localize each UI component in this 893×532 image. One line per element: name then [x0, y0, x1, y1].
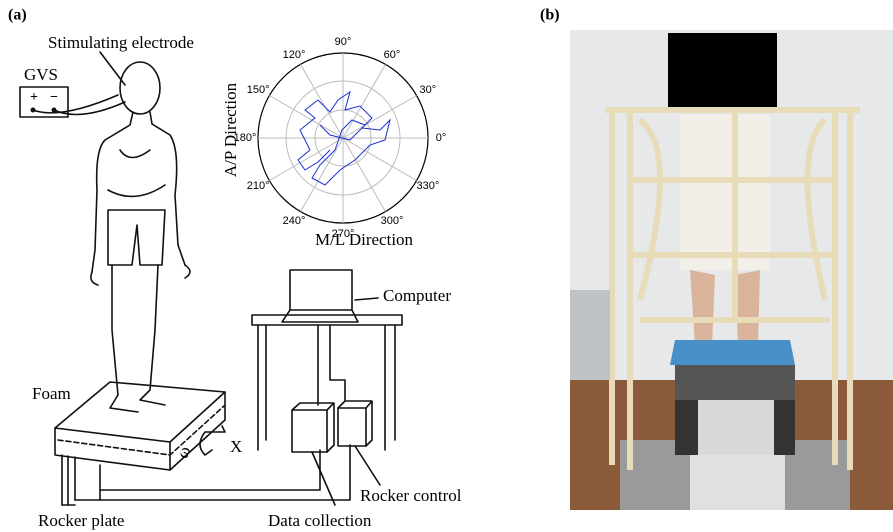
angle-label: 60°	[384, 49, 401, 61]
angle-label: 150°	[247, 84, 270, 96]
panel-label: (a)	[8, 7, 27, 24]
annotation: Stimulating electrode	[48, 33, 194, 52]
annotation: Rocker plate	[38, 511, 124, 530]
axis-label: A/P Direction	[221, 82, 240, 177]
angle-label: 300°	[381, 215, 404, 227]
photo-part	[668, 33, 777, 108]
annotation: Rocker control	[360, 486, 462, 505]
angle-label: 120°	[283, 49, 306, 61]
annotation: GVS	[24, 65, 58, 84]
annotation: +	[30, 90, 38, 105]
panel-label: (b)	[540, 7, 560, 24]
photo-part	[680, 115, 770, 270]
figure: (a) Stimulating electrode GVS + − Foam X…	[0, 0, 893, 532]
annotation: Computer	[383, 286, 451, 305]
angle-label: 90°	[335, 36, 352, 48]
photo-part	[670, 340, 795, 365]
annotation: −	[50, 90, 58, 105]
angle-label: 0°	[436, 132, 447, 144]
annotation: Foam	[32, 384, 71, 403]
photo-part	[570, 290, 610, 380]
panel-b: (b)	[540, 7, 893, 510]
axis-label: M/L Direction	[315, 230, 414, 249]
photo-part	[698, 400, 774, 455]
photo-part	[690, 455, 785, 510]
angle-label: 210°	[247, 180, 270, 192]
annotation: Data collection	[268, 511, 372, 530]
photo-part	[675, 365, 795, 400]
annotation: X	[230, 437, 242, 456]
angle-label: 30°	[420, 84, 437, 96]
angle-label: 240°	[283, 215, 306, 227]
photo	[570, 30, 893, 510]
angle-label: 330°	[416, 180, 439, 192]
